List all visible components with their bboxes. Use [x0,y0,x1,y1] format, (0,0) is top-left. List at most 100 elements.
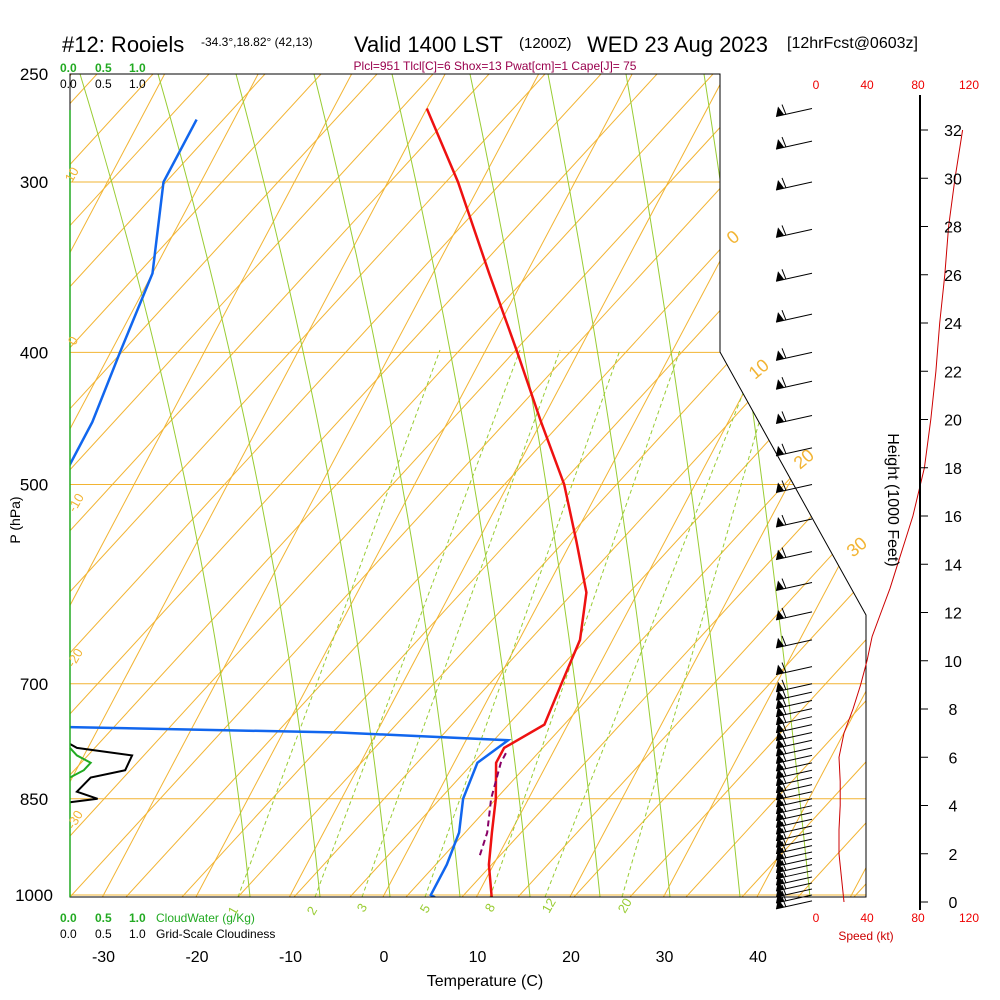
wind-barb-flag [776,580,784,591]
series-dewpoint [70,119,512,897]
height-tick-label: 26 [944,268,962,285]
wind-barb-shaft [775,888,813,898]
cloudwater-line [69,747,93,779]
wind-barb-feather [781,377,787,388]
temp-tick-label: 40 [749,949,767,966]
adiabat-line [70,74,467,897]
isotherm-line [70,74,379,897]
wind-barb-flag [776,664,784,675]
wind-barb-flag [776,179,784,190]
wind-barb [775,662,813,676]
height-tick-label: 20 [944,413,962,430]
wind-barb-shaft [775,351,813,361]
isotherm-line [70,74,472,897]
speed-bottom-tick: 0 [813,911,820,925]
wind-barb-shaft [775,769,813,779]
cloudwater-top-tick: 0.0 [60,61,77,75]
speed-top-tick: 80 [911,78,925,92]
cloudiness-bottom-tick: 0.0 [60,927,77,941]
wind-barb-shaft [775,724,813,734]
mixing-ratio-label: 12 [539,895,559,915]
x-axis-title: Temperature (C) [427,973,543,990]
isotherm-line [461,74,866,897]
wind-barb-flag [776,413,784,424]
wind-barb-feather [781,872,787,884]
wind-barb-feather [781,860,787,871]
height-tick-label: 30 [944,171,962,188]
wind-barb-shaft [775,762,813,772]
frame-outline [69,73,867,898]
wind-barb-shaft [775,518,813,528]
adiabat-line [70,74,691,897]
wind-barb-shaft [775,691,813,701]
wind-barb [775,578,813,592]
wind-barb-shaft [775,864,813,874]
wind-barb-shaft [775,851,813,861]
pressure-tick-label: 500 [20,476,48,495]
wind-barb-feather [781,866,787,878]
pressure-tick-label: 700 [20,675,48,694]
wind-barb-shaft [775,108,813,117]
wind-barb [775,696,813,709]
wind-barb-flag [776,482,784,493]
wind-barb-shaft [775,739,813,749]
cloudwater-top-tick: 1.0 [129,61,146,75]
utc-time: (1200Z) [519,35,572,52]
mixing-ratio-line [544,349,761,897]
mixing-ratio-line [424,349,621,897]
cloudwater-top-tick: 0.5 [95,61,112,75]
isotherm-line [0,25,4,924]
adiabat-line [966,0,1000,897]
wind-barb [775,225,813,238]
moist-adiabat [547,74,671,897]
wind-barb-shaft [775,754,813,764]
wind-barb-shaft [775,857,813,867]
station-coords: -34.3°,18.82° (42,13) [201,35,313,49]
wind-barb-flag [776,549,784,560]
adiabat-line [70,74,635,897]
adiabat-line [349,74,866,897]
wind-barb [775,348,813,361]
wind-barb-flag [776,745,784,756]
moist-adiabat [469,74,601,897]
wind-barb [775,480,813,493]
cloudwater-bottom-tick: 0.5 [95,911,112,925]
indices-label: Plcl=951 Tlcl[C]=6 Shox=13 Pwat[cm]=1 Ca… [354,59,637,73]
wind-barb-feather [781,834,787,846]
wind-barb-flag [776,714,784,725]
wind-barb-flag [776,609,784,620]
wind-barb-shaft [775,731,813,741]
wind-barb-flag [776,517,784,528]
wind-barb-feather [781,309,787,321]
cloudwater-bottom-tick: 0.0 [60,911,77,925]
wind-barb [775,514,813,528]
wind-barb-shaft [775,272,813,282]
wind-barb-feather [781,269,787,280]
cloudiness-bottom-tick: 1.0 [129,927,146,941]
moist-adiabat [625,74,741,897]
height-tick-label: 18 [944,461,962,478]
wind-barb-shaft [775,805,813,815]
adiabat-line [461,74,866,897]
wind-barb [775,177,813,191]
wind-barb-shaft [775,708,813,718]
pressure-tick-label: 1000 [15,886,53,905]
pressure-tick-label: 850 [20,790,48,809]
speed-top-tick: 0 [813,78,820,92]
wind-barb-shaft [775,798,813,808]
adiabat-line [70,74,859,897]
wind-barb-feather [781,104,787,115]
wind-barb-shaft [775,876,813,886]
wind-barb-feather [781,578,787,589]
isotherm-label: 0 [723,226,744,248]
adiabat-line [70,74,523,897]
wind-barb-shaft [775,551,813,561]
wind-barb-flag [776,690,784,701]
wind-barb-shaft [775,784,813,794]
wind-barb-shaft [775,894,813,904]
wind-barb-feather [781,514,787,526]
cloudiness-top-tick: 1.0 [129,77,146,91]
series-group [70,108,588,897]
isotherm-line [368,74,846,897]
